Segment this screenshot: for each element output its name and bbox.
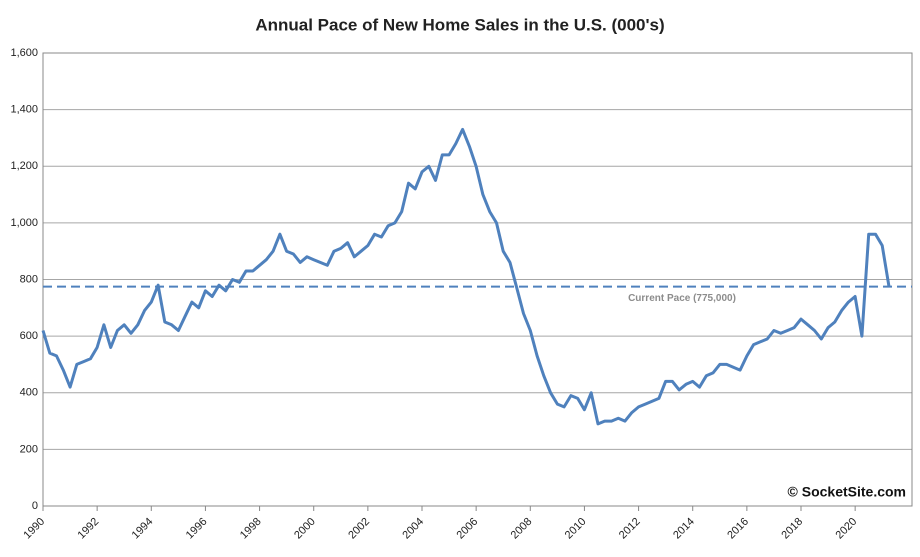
- x-tick-label: 1990: [21, 516, 47, 542]
- y-tick-label: 0: [32, 500, 38, 512]
- y-tick-label: 400: [20, 387, 38, 399]
- x-tick-label: 2002: [346, 516, 372, 542]
- y-tick-label: 1,200: [10, 160, 38, 172]
- watermark: © SocketSite.com: [788, 484, 906, 500]
- x-tick-label: 2010: [563, 516, 589, 542]
- x-tick-label: 2006: [455, 516, 481, 542]
- x-tick-label: 1994: [130, 516, 156, 542]
- chart-title: Annual Pace of New Home Sales in the U.S…: [255, 15, 664, 34]
- x-tick-label: 2020: [834, 516, 860, 542]
- x-tick-label: 2012: [617, 516, 643, 542]
- x-tick-label: 1998: [238, 516, 264, 542]
- data-line: [41, 127, 891, 426]
- y-tick-label: 1,400: [10, 104, 38, 116]
- x-tick-label: 2004: [400, 516, 426, 542]
- y-tick-label: 800: [20, 273, 38, 285]
- reference-label: Current Pace (775,000): [628, 293, 736, 304]
- x-tick-label: 2000: [292, 516, 318, 542]
- y-tick-label: 1,000: [10, 217, 38, 229]
- x-tick-label: 2016: [725, 516, 751, 542]
- plot-frame: [42, 52, 913, 507]
- x-tick-label: 1996: [184, 516, 210, 542]
- y-tick-label: 1,600: [10, 47, 38, 59]
- x-tick-label: 2008: [509, 516, 535, 542]
- x-tick-label: 2018: [779, 516, 805, 542]
- y-tick-label: 200: [20, 443, 38, 455]
- x-tick-label: 2014: [671, 516, 697, 542]
- x-tick-label: 1992: [76, 516, 102, 542]
- y-tick-label: 600: [20, 330, 38, 342]
